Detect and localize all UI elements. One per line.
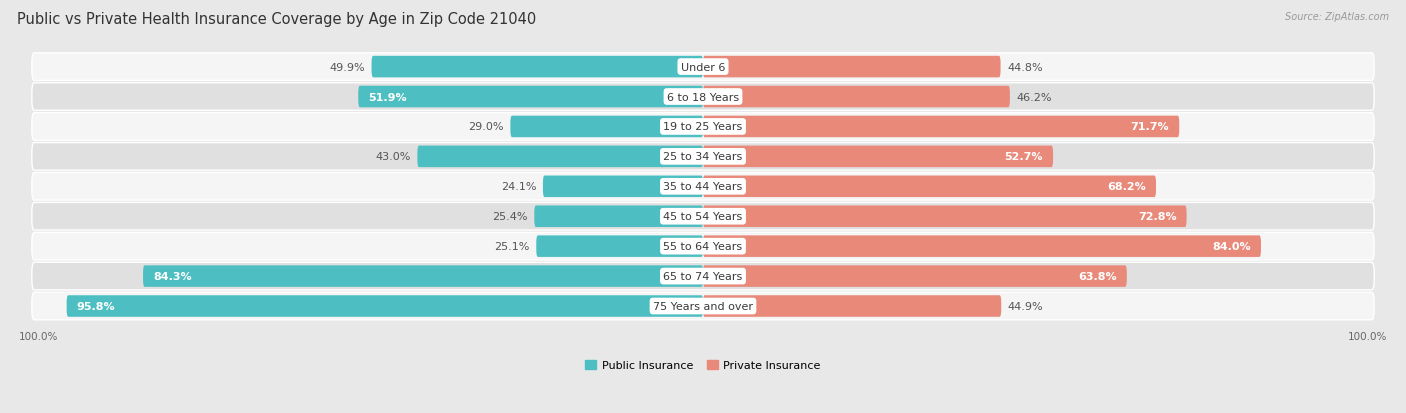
FancyBboxPatch shape — [66, 296, 703, 317]
Text: 68.2%: 68.2% — [1108, 182, 1146, 192]
FancyBboxPatch shape — [371, 57, 703, 78]
Text: 51.9%: 51.9% — [368, 92, 406, 102]
FancyBboxPatch shape — [536, 236, 703, 257]
Text: 44.9%: 44.9% — [1008, 301, 1043, 311]
Text: Under 6: Under 6 — [681, 62, 725, 72]
Text: 19 to 25 Years: 19 to 25 Years — [664, 122, 742, 132]
FancyBboxPatch shape — [543, 176, 703, 197]
FancyBboxPatch shape — [703, 57, 1001, 78]
Text: 63.8%: 63.8% — [1078, 271, 1116, 281]
Text: 25.4%: 25.4% — [492, 212, 527, 222]
Text: 65 to 74 Years: 65 to 74 Years — [664, 271, 742, 281]
Text: 25.1%: 25.1% — [495, 242, 530, 252]
FancyBboxPatch shape — [32, 203, 1374, 230]
Text: 25 to 34 Years: 25 to 34 Years — [664, 152, 742, 162]
FancyBboxPatch shape — [143, 266, 703, 287]
FancyBboxPatch shape — [703, 296, 1001, 317]
Text: 72.8%: 72.8% — [1137, 212, 1177, 222]
FancyBboxPatch shape — [32, 173, 1374, 201]
Text: 24.1%: 24.1% — [501, 182, 536, 192]
Text: 55 to 64 Years: 55 to 64 Years — [664, 242, 742, 252]
Text: 35 to 44 Years: 35 to 44 Years — [664, 182, 742, 192]
FancyBboxPatch shape — [703, 146, 1053, 168]
FancyBboxPatch shape — [32, 263, 1374, 290]
FancyBboxPatch shape — [32, 83, 1374, 111]
Text: 84.3%: 84.3% — [153, 271, 191, 281]
FancyBboxPatch shape — [510, 116, 703, 138]
Text: 75 Years and over: 75 Years and over — [652, 301, 754, 311]
FancyBboxPatch shape — [32, 233, 1374, 260]
Legend: Public Insurance, Private Insurance: Public Insurance, Private Insurance — [585, 360, 821, 370]
FancyBboxPatch shape — [32, 54, 1374, 81]
Text: 84.0%: 84.0% — [1212, 242, 1251, 252]
FancyBboxPatch shape — [359, 86, 703, 108]
Text: Public vs Private Health Insurance Coverage by Age in Zip Code 21040: Public vs Private Health Insurance Cover… — [17, 12, 536, 27]
Text: 43.0%: 43.0% — [375, 152, 411, 162]
Text: 6 to 18 Years: 6 to 18 Years — [666, 92, 740, 102]
FancyBboxPatch shape — [32, 292, 1374, 320]
Text: 49.9%: 49.9% — [329, 62, 366, 72]
FancyBboxPatch shape — [703, 236, 1261, 257]
Text: 44.8%: 44.8% — [1007, 62, 1043, 72]
FancyBboxPatch shape — [534, 206, 703, 228]
Text: Source: ZipAtlas.com: Source: ZipAtlas.com — [1285, 12, 1389, 22]
FancyBboxPatch shape — [703, 176, 1156, 197]
Text: 45 to 54 Years: 45 to 54 Years — [664, 212, 742, 222]
FancyBboxPatch shape — [703, 116, 1180, 138]
Text: 29.0%: 29.0% — [468, 122, 503, 132]
FancyBboxPatch shape — [703, 206, 1187, 228]
Text: 46.2%: 46.2% — [1017, 92, 1052, 102]
Text: 95.8%: 95.8% — [76, 301, 115, 311]
FancyBboxPatch shape — [703, 86, 1010, 108]
Text: 52.7%: 52.7% — [1005, 152, 1043, 162]
FancyBboxPatch shape — [32, 114, 1374, 141]
FancyBboxPatch shape — [32, 143, 1374, 171]
FancyBboxPatch shape — [703, 266, 1126, 287]
Text: 71.7%: 71.7% — [1130, 122, 1170, 132]
FancyBboxPatch shape — [418, 146, 703, 168]
